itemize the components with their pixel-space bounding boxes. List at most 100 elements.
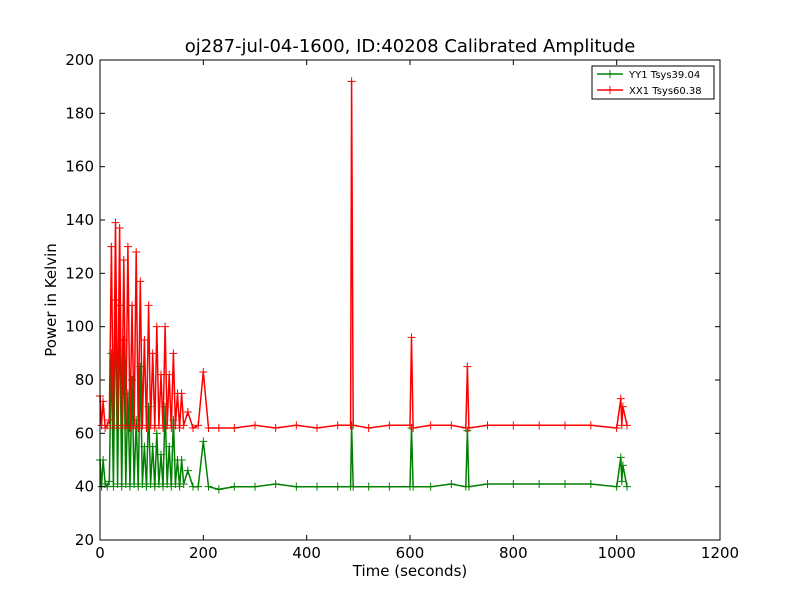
data-point [171, 421, 180, 430]
data-point [535, 421, 544, 430]
data-point [617, 477, 626, 486]
data-point [586, 421, 595, 430]
y-tick-label: 160 [65, 158, 94, 176]
data-point [161, 322, 170, 331]
data-point [167, 482, 176, 491]
data-point [130, 421, 139, 430]
data-point [349, 482, 358, 491]
data-point [148, 349, 157, 358]
data-point [156, 370, 165, 379]
data-point [159, 482, 168, 491]
data-point [109, 482, 118, 491]
data-point [464, 482, 473, 491]
data-point [364, 424, 373, 432]
data-point [167, 424, 176, 432]
series-0 [96, 296, 631, 494]
data-point [447, 421, 456, 430]
data-point [121, 480, 130, 488]
data-point [271, 424, 280, 432]
data-point [483, 421, 492, 430]
data-point [146, 480, 155, 488]
data-point [105, 477, 114, 486]
data-point [407, 333, 416, 342]
data-point [426, 482, 435, 491]
data-point [111, 218, 120, 227]
data-point [107, 242, 116, 251]
data-point [152, 322, 161, 331]
data-point [333, 482, 342, 491]
data-point [199, 368, 208, 376]
data-point [230, 482, 239, 491]
data-point [117, 482, 126, 491]
data-point [121, 421, 130, 430]
y-axis-label: Power in Kelvin [42, 243, 60, 357]
series-1 [96, 77, 631, 432]
y-tick-label: 20 [75, 531, 94, 549]
data-point [618, 461, 627, 470]
y-tick-label: 80 [75, 371, 94, 389]
data-point [618, 402, 627, 411]
y-tick-label: 60 [75, 424, 94, 442]
chart-title: oj287-jul-04-1600, ID:40208 Calibrated A… [185, 36, 636, 57]
x-tick-label: 400 [292, 544, 321, 562]
legend-box [591, 65, 715, 100]
data-point [150, 424, 159, 432]
legend-marker [606, 86, 614, 94]
data-point [179, 480, 188, 488]
data-point [509, 480, 518, 488]
data-point [230, 424, 239, 432]
data-point [142, 482, 151, 491]
data-point [189, 424, 197, 432]
legend-label: YY1 Tsys39.04 [628, 70, 700, 81]
data-point [159, 424, 168, 432]
data-point [612, 482, 621, 491]
x-tick-label: 1000 [598, 544, 636, 562]
data-point [117, 424, 126, 432]
data-point [385, 421, 394, 430]
data-point [165, 442, 174, 451]
y-tick-label: 40 [75, 478, 94, 496]
data-point [586, 480, 595, 488]
y-tick-label: 120 [65, 264, 94, 282]
data-point [175, 482, 184, 491]
data-point [183, 466, 192, 475]
data-point [347, 77, 356, 86]
data-point [171, 480, 180, 488]
data-point [175, 424, 184, 432]
data-point [385, 482, 394, 491]
data-point [113, 480, 122, 488]
data-point [132, 248, 141, 256]
data-point [177, 456, 186, 464]
x-axis-label: Time (seconds) [352, 562, 468, 580]
data-point [464, 424, 473, 432]
data-point [313, 424, 321, 432]
x-tick-label: 1200 [701, 544, 739, 562]
x-tick-label: 600 [396, 544, 425, 562]
data-point [148, 442, 157, 451]
data-point [612, 424, 621, 432]
data-point [426, 421, 435, 430]
data-point [177, 389, 186, 398]
y-tick-label: 180 [65, 104, 94, 122]
data-point [150, 482, 159, 491]
data-point [152, 429, 161, 438]
data-point [623, 421, 631, 430]
data-point [169, 349, 178, 358]
data-point [130, 480, 139, 488]
legend: YY1 Tsys39.04 XX1 Tsys60.38 [591, 65, 715, 100]
data-point [144, 301, 153, 310]
plot-series-layer [96, 77, 631, 494]
data-point [134, 424, 143, 432]
data-point [349, 421, 358, 430]
legend-marker [606, 70, 614, 78]
data-point [204, 424, 213, 432]
data-point [483, 480, 492, 488]
data-point [109, 424, 118, 432]
data-point [292, 421, 301, 430]
data-point [138, 480, 147, 488]
data-point [561, 421, 569, 430]
data-point [103, 421, 112, 430]
data-point [463, 362, 472, 371]
data-point [142, 424, 151, 432]
